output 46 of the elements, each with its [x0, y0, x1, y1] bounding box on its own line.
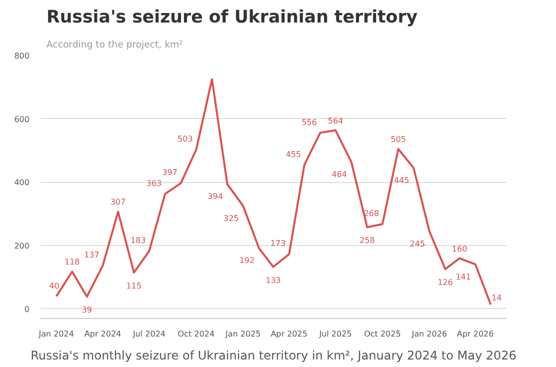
x-tick-label: Apr 2024 [84, 330, 122, 338]
x-tick-label: Jan 2025 [224, 330, 261, 338]
data-label: 455 [286, 150, 302, 159]
chart-subtitle: According to the project, km² [46, 40, 184, 50]
x-tick-label: Apr 2026 [456, 330, 494, 338]
x-tick-label: Oct 2025 [364, 330, 401, 338]
data-label: 126 [438, 278, 453, 288]
data-label: 397 [162, 168, 178, 178]
x-tick-label: Jul 2024 [132, 330, 166, 338]
data-label: 307 [110, 198, 126, 207]
data-label: 173 [270, 239, 286, 248]
data-label: 556 [302, 118, 317, 127]
chart-title: Russia's seizure of Ukrainian territory [46, 8, 418, 28]
data-label: 503 [178, 134, 193, 144]
data-label: 564 [328, 116, 344, 126]
text: Russia's monthly seizure of Ukrainian territory in km², January 2024 to May 2026 [30, 348, 516, 362]
x-tick-label: Jul 2025 [318, 330, 352, 338]
data-label: 363 [146, 178, 162, 188]
data-label: 183 [130, 236, 146, 246]
data-label: 268 [364, 209, 380, 218]
data-label: 115 [126, 282, 142, 291]
data-label: 39 [82, 306, 92, 315]
x-tick-label: Jan 2024 [38, 330, 74, 338]
data-label: 137 [84, 250, 100, 260]
x-tick-label: Jan 2026 [410, 330, 448, 338]
data-label: 445 [394, 176, 410, 185]
data-label: 141 [456, 272, 472, 282]
data-label: 118 [64, 258, 80, 267]
y-tick-label: 400 [14, 178, 30, 188]
data-label: 325 [223, 214, 239, 224]
data-label: 192 [239, 256, 255, 266]
y-tick-label: 800 [14, 52, 30, 60]
data-label: 40 [49, 281, 60, 290]
data-label: 258 [360, 236, 375, 246]
data-label: 464 [332, 170, 347, 179]
data-label: 160 [452, 244, 468, 254]
x-tick-label: Oct 2024 [178, 330, 215, 338]
data-label: 245 [410, 239, 426, 248]
data-label: 133 [266, 276, 281, 285]
data-label: 14 [492, 294, 502, 303]
data-label: 394 [208, 192, 223, 202]
y-tick-label: 0 [24, 304, 30, 314]
data-label: 505 [390, 134, 406, 144]
x-tick-label: Apr 2025 [270, 330, 308, 338]
y-tick-label: 200 [14, 242, 30, 251]
y-tick-label: 600 [14, 114, 30, 124]
